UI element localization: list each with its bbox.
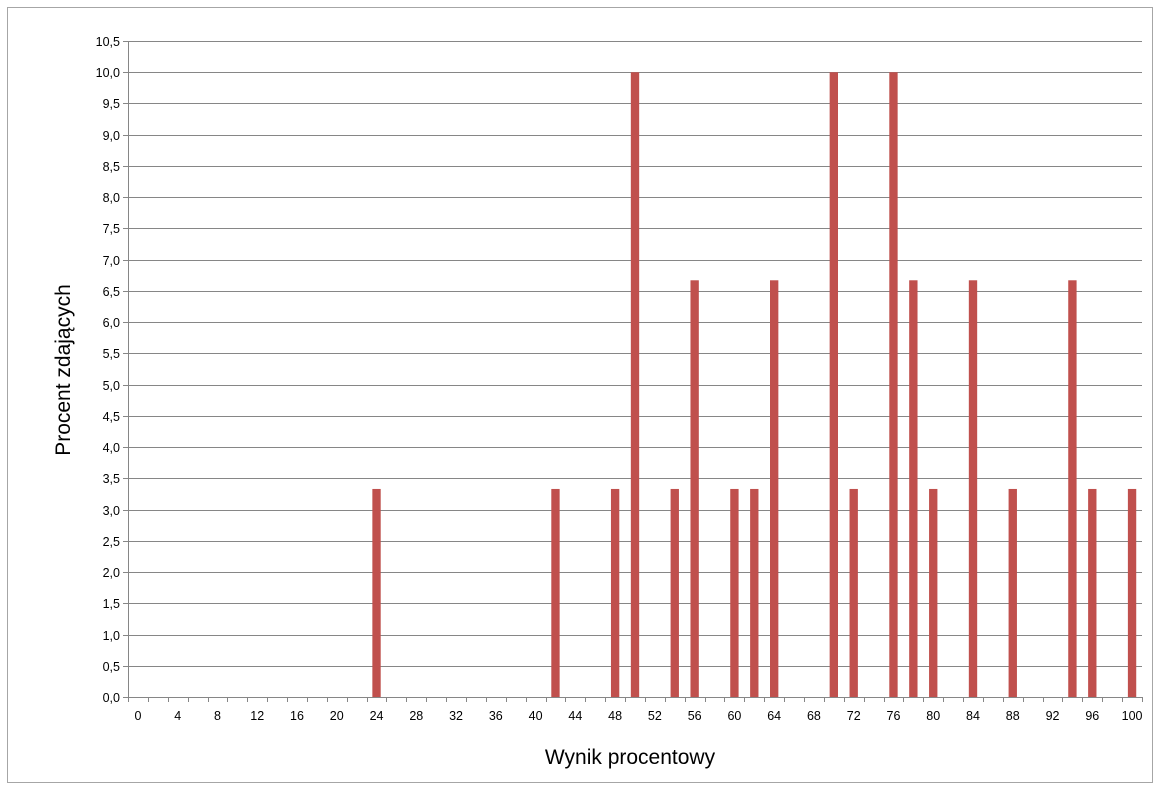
x-tick-label: 88 xyxy=(1006,709,1020,723)
x-tick-label: 40 xyxy=(529,709,543,723)
x-tick-label: 4 xyxy=(174,709,181,723)
x-tick-label: 92 xyxy=(1046,709,1060,723)
x-tick-label: 72 xyxy=(847,709,861,723)
x-tick-label: 28 xyxy=(409,709,423,723)
x-tick-label: 48 xyxy=(608,709,622,723)
bar xyxy=(690,280,699,697)
bar xyxy=(849,488,858,697)
bar xyxy=(1008,488,1017,697)
x-tick-labels: 0 4 8 12 16 20 24 28 32 36 40 44 48 52 56 60 64 68 72 76 80 8… xyxy=(134,709,1142,723)
y-tick-label: 3,5 xyxy=(103,472,120,486)
y-tick-label: 9,0 xyxy=(103,129,120,143)
y-tick-label: 6,0 xyxy=(103,316,120,330)
x-tick-label: 100 xyxy=(1122,709,1143,723)
x-tick-label: 36 xyxy=(489,709,503,723)
bar xyxy=(929,488,938,697)
bar xyxy=(1068,280,1077,697)
bar xyxy=(889,72,898,697)
bar xyxy=(372,488,381,697)
x-axis-title: Wynik procentowy xyxy=(545,746,716,769)
y-tick-label: 5,0 xyxy=(103,379,120,393)
y-tick-label: 1,5 xyxy=(103,597,120,611)
y-axis-title: Procent zdających xyxy=(52,284,75,456)
y-tick-label: 7,0 xyxy=(103,254,120,268)
bar xyxy=(1088,488,1097,697)
y-tick-label: 4,0 xyxy=(103,441,120,455)
bar xyxy=(730,488,739,697)
x-tick-label: 20 xyxy=(330,709,344,723)
bar xyxy=(1127,488,1137,697)
y-tick-label: 1,0 xyxy=(103,629,120,643)
bar xyxy=(829,72,838,697)
x-tick-label: 80 xyxy=(926,709,940,723)
bar xyxy=(750,488,759,697)
bar xyxy=(968,280,978,697)
y-tick-label: 9,5 xyxy=(103,97,120,111)
x-tick-label: 16 xyxy=(290,709,304,723)
y-tick-labels: 0,0 0,5 1,0 1,5 2,0 2,5 3,0 3,5 4,0 4,5 5,0 5,5 6,0 6… xyxy=(96,35,120,705)
y-tick-label: 10,0 xyxy=(96,66,120,80)
y-tick-label: 0,0 xyxy=(103,691,120,705)
y-tick-label: 3,0 xyxy=(103,504,120,518)
y-tick-label: 2,5 xyxy=(103,535,120,549)
bars xyxy=(372,72,1137,697)
bar xyxy=(770,280,779,697)
x-tick-label: 32 xyxy=(449,709,463,723)
bar xyxy=(909,280,918,697)
x-tick-label: 52 xyxy=(648,709,662,723)
x-tick-label: 24 xyxy=(370,709,384,723)
bar xyxy=(630,72,640,697)
y-tick-label: 4,5 xyxy=(103,410,120,424)
x-tick-label: 76 xyxy=(887,709,901,723)
bar xyxy=(551,488,560,697)
x-tick-label: 56 xyxy=(688,709,702,723)
x-tick-label: 44 xyxy=(568,709,582,723)
y-tick-label: 7,5 xyxy=(103,222,120,236)
chart-frame: 0,0 0,5 1,0 1,5 2,0 2,5 3,0 3,5 4,0 4,5 5,0 5,5 6,0 6… xyxy=(7,7,1153,783)
x-tick-label: 60 xyxy=(727,709,741,723)
y-tick-label: 6,5 xyxy=(103,285,120,299)
bar xyxy=(670,488,679,697)
y-tick-label: 5,5 xyxy=(103,347,120,361)
y-tick-label: 10,5 xyxy=(96,35,120,49)
bar-chart: 0,0 0,5 1,0 1,5 2,0 2,5 3,0 3,5 4,0 4,5 5,0 5,5 6,0 6… xyxy=(52,35,1143,769)
x-tick-label: 64 xyxy=(767,709,781,723)
x-tick-label: 8 xyxy=(214,709,221,723)
y-tick-label: 8,0 xyxy=(103,191,120,205)
x-tick-label: 68 xyxy=(807,709,821,723)
x-tick-label: 96 xyxy=(1085,709,1099,723)
x-tick-label: 0 xyxy=(134,709,141,723)
x-tick-label: 12 xyxy=(250,709,264,723)
axes xyxy=(123,41,1143,702)
y-tick-label: 8,5 xyxy=(103,160,120,174)
y-tick-label: 0,5 xyxy=(103,660,120,674)
y-tick-label: 2,0 xyxy=(103,566,120,580)
x-tick-label: 84 xyxy=(966,709,980,723)
bar xyxy=(610,488,620,697)
